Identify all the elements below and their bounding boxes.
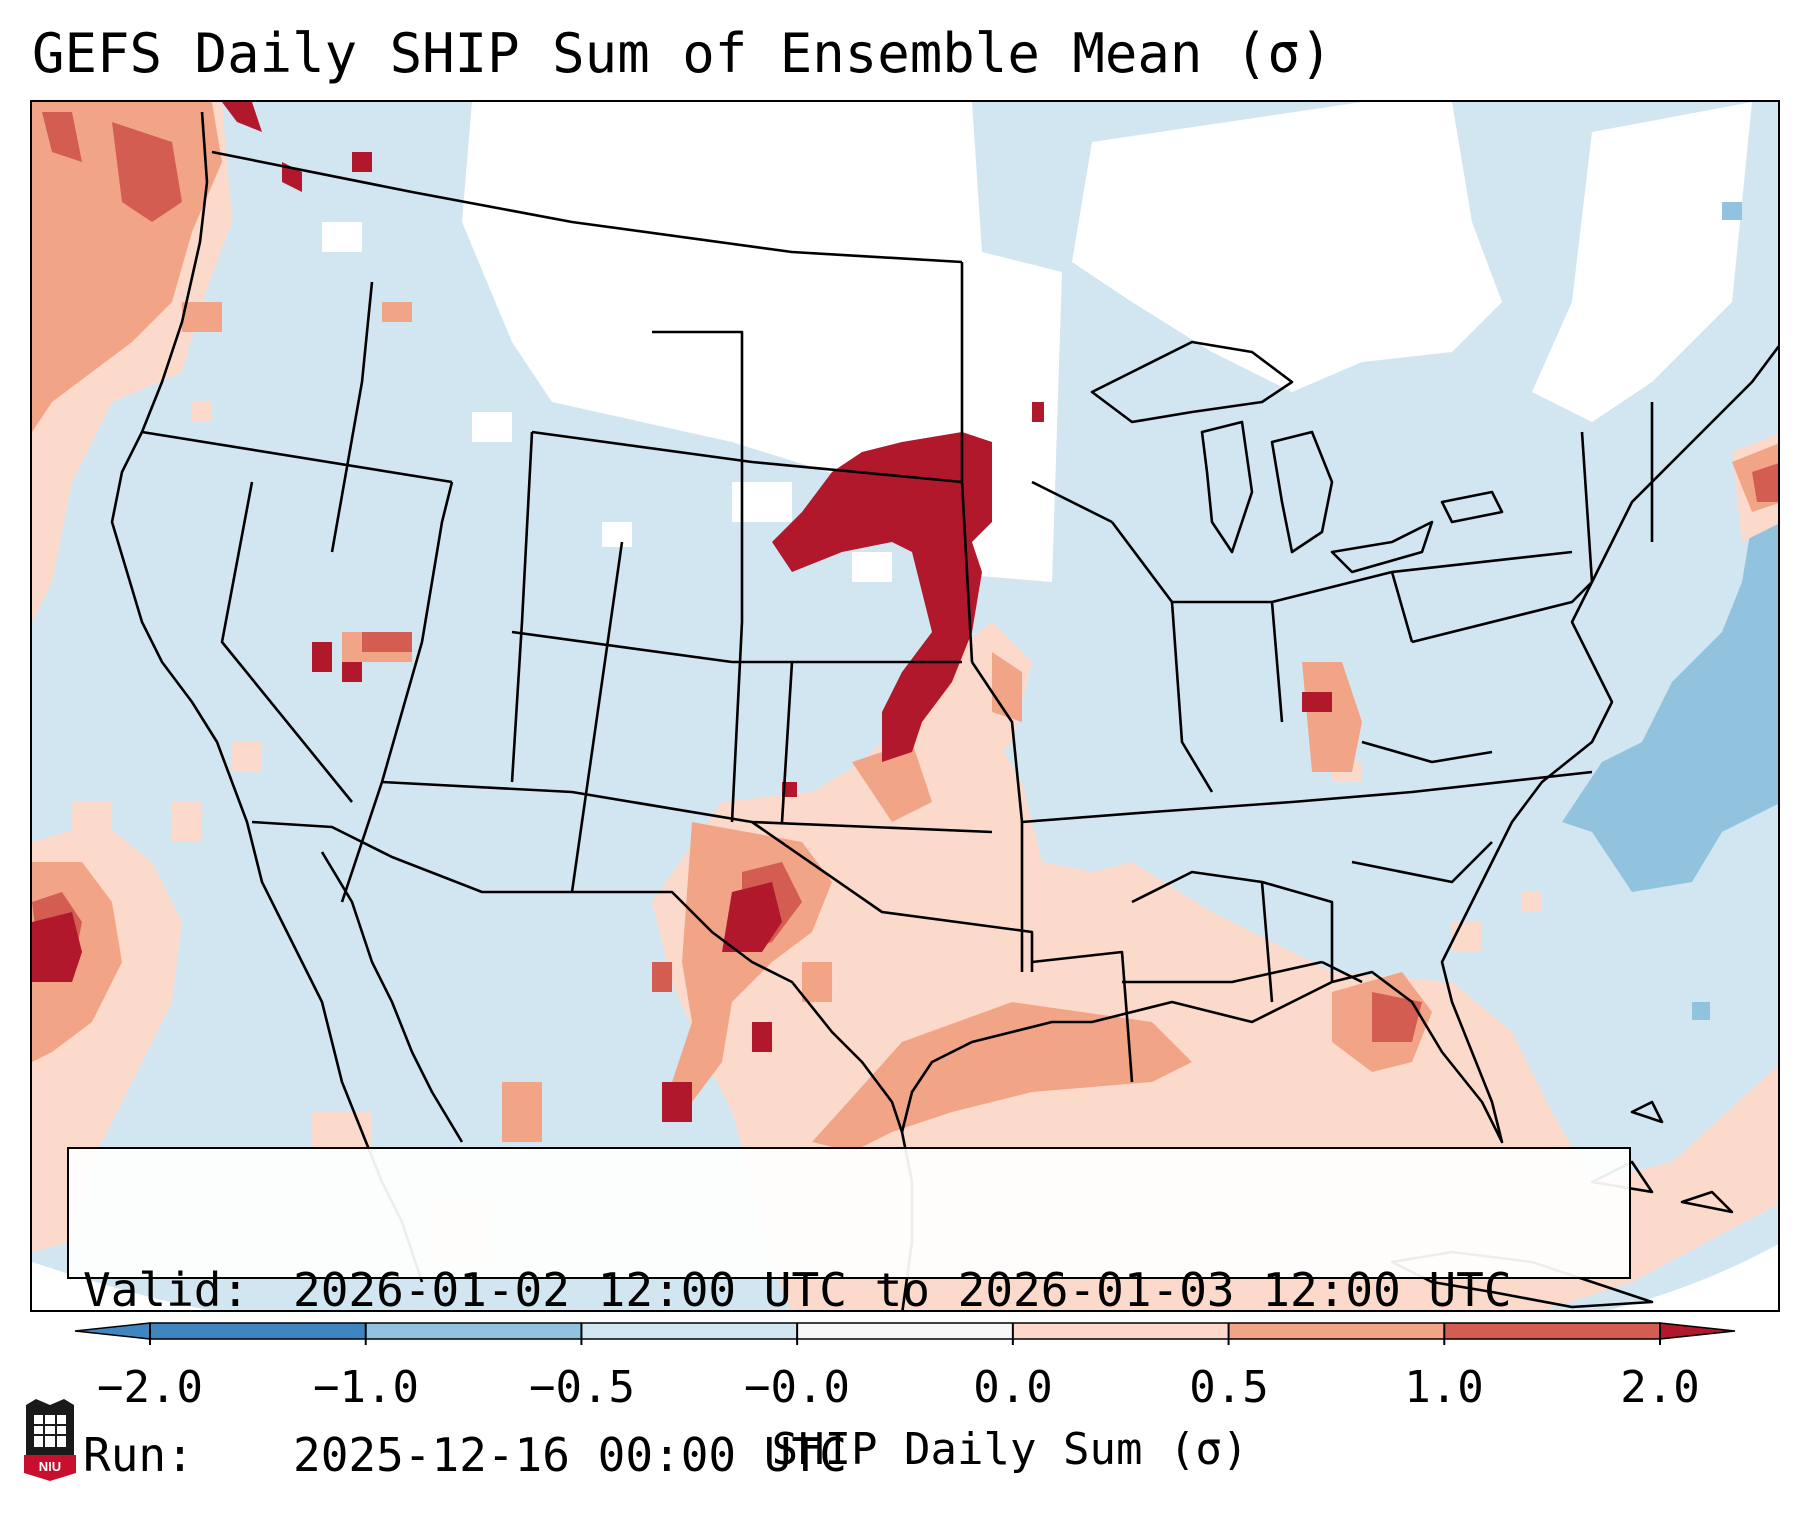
- run-label: Run:: [83, 1428, 194, 1482]
- colorbar-segment-6: [1228, 1323, 1445, 1339]
- tick-label-1: −2.0: [97, 1362, 203, 1413]
- tick-label-5: 0.0: [973, 1362, 1053, 1413]
- info-box: Valid: 2026-01-02 12:00 UTC to 2026-01-03…: [67, 1147, 1631, 1482]
- valid-label: Valid:: [83, 1263, 250, 1317]
- tick-label-7: 1.0: [1404, 1362, 1484, 1413]
- map-title: GEFS Daily SHIP Sum of Ensemble Mean (σ): [32, 22, 1333, 85]
- tick-label-2: −1.0: [313, 1362, 419, 1413]
- run-line: Run: 2025-12-16 00:00 UTC: [83, 1428, 1629, 1483]
- extreme-positive-regions: [32, 102, 1332, 1122]
- colorbar-extend-low: [74, 1322, 151, 1340]
- colorbar-segment-4: [797, 1323, 1014, 1339]
- projection-corner-right: [1609, 1244, 1778, 1310]
- colorbar-segment-3: [581, 1323, 798, 1339]
- boundaries: [110, 111, 1778, 1310]
- colorbar-segment-7: [1444, 1323, 1661, 1339]
- run-time: 2025-12-16 00:00 UTC: [293, 1428, 847, 1482]
- colorbar: [74, 1322, 1736, 1345]
- colorbar-extend-high: [1659, 1322, 1736, 1340]
- colorbar-segment-1: [150, 1323, 367, 1339]
- niu-logo: NIU: [24, 1399, 76, 1481]
- tick-label-8: 2.0: [1620, 1362, 1700, 1413]
- colorbar-frame: [149, 1322, 1661, 1340]
- negative-anomaly-atlantic: [1562, 202, 1778, 1020]
- svg-text:NIU: NIU: [39, 1459, 61, 1474]
- projection-corner-left: [32, 1262, 209, 1310]
- valid-line: Valid: 2026-01-02 12:00 UTC to 2026-01-03…: [83, 1263, 1629, 1318]
- tick-label-4: −0.0: [744, 1362, 850, 1413]
- colorbar-segment-5: [1012, 1323, 1230, 1339]
- tick-label-3: −0.5: [529, 1362, 635, 1413]
- valid-time: 2026-01-02 12:00 UTC to 2026-01-03 12:00…: [293, 1263, 1512, 1317]
- tick-label-6: 0.5: [1189, 1362, 1269, 1413]
- map-panel: [30, 100, 1780, 1312]
- colorbar-label: SHIP Daily Sum (σ): [771, 1424, 1249, 1475]
- colorbar-segment-2: [365, 1323, 582, 1339]
